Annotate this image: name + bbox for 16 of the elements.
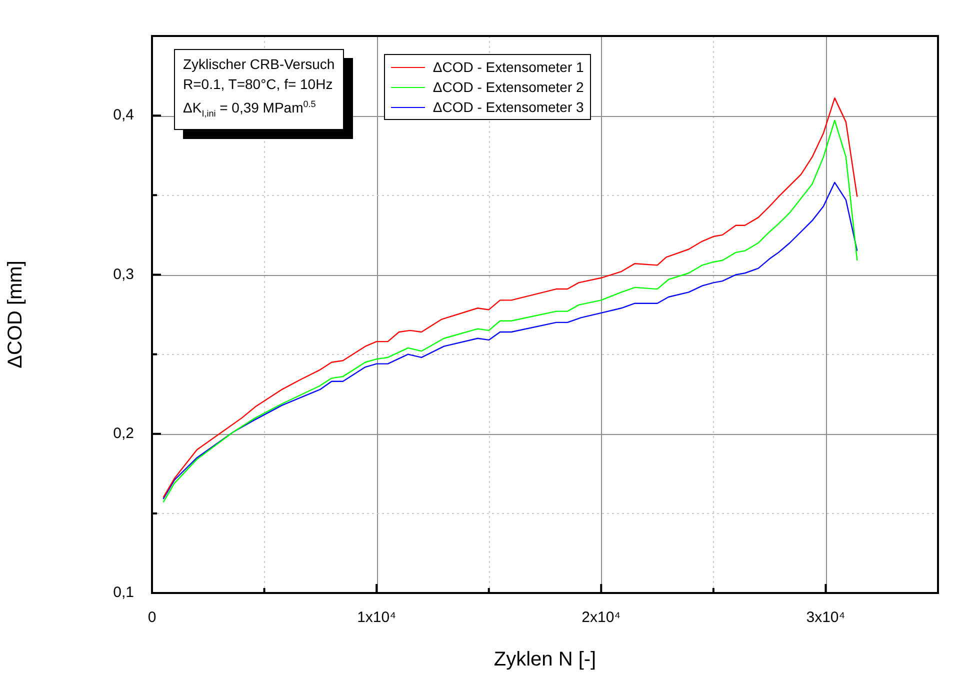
x-tick-label: 1x10⁴ — [357, 609, 396, 626]
annotation: R=0.1, T=80°C, f= 10Hz — [183, 75, 334, 94]
annotation: Zyklischer CRB-Versuch — [183, 55, 335, 74]
x-tick-label: 3x10⁴ — [806, 609, 846, 626]
annotation: ΔK$_{I,ini}$ = 0,39 MPam$^{0.5}$ — [183, 98, 317, 120]
y-tick-label: 0,1 — [113, 584, 134, 602]
x-tick-label: 0 — [148, 609, 156, 626]
y-axis-title: ΔCOD [mm] — [4, 260, 27, 368]
x-axis-title: Zyklen N [-] — [494, 648, 596, 671]
y-tick-label: 0,2 — [113, 425, 134, 442]
legend-label: ΔCOD - Extensometer 3 — [432, 98, 584, 117]
x-tick-label: 2x10⁴ — [582, 609, 621, 626]
legend-label: ΔCOD - Extensometer 1 — [432, 58, 584, 77]
y-tick-label: 0,4 — [113, 106, 134, 124]
legend-label: ΔCOD - Extensometer 2 — [432, 78, 584, 97]
y-tick-label: 0,3 — [113, 266, 134, 283]
